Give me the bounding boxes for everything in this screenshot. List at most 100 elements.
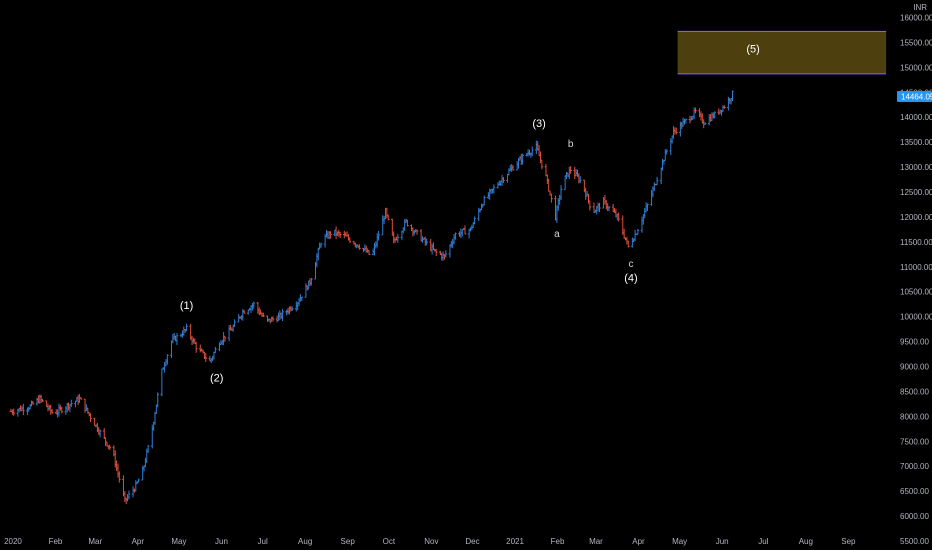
last-price-label: 14464.05 (901, 93, 932, 102)
price-bar (70, 399, 73, 408)
x-tick-label: Oct (383, 537, 396, 546)
price-bar (444, 250, 448, 258)
price-bar (665, 149, 668, 155)
price-bar (290, 306, 294, 311)
y-tick-label: 12000.00 (900, 213, 932, 222)
price-axis[interactable]: 16000.0015500.0015000.0014500.0014000.00… (900, 13, 932, 546)
price-bar (713, 111, 716, 119)
wave-label: b (568, 139, 574, 150)
price-bar (271, 316, 275, 322)
wave-label: (1) (180, 300, 193, 312)
price-bar (118, 471, 121, 483)
y-tick-label: 11500.00 (900, 238, 932, 247)
price-bar (406, 219, 409, 227)
price-bar (617, 212, 620, 222)
price-bar (559, 185, 563, 201)
y-tick-label: 10000.00 (900, 313, 932, 322)
x-tick-label: 2020 (4, 537, 22, 546)
price-bar (367, 250, 371, 255)
price-bar (262, 312, 265, 317)
x-tick-label: Feb (551, 537, 565, 546)
price-bar (252, 301, 256, 309)
price-bar (214, 346, 217, 354)
price-bar (204, 353, 208, 362)
price-bar (482, 195, 486, 206)
x-tick-label: Feb (49, 537, 63, 546)
y-tick-label: 14000.00 (900, 113, 932, 122)
y-tick-label: 10500.00 (900, 288, 932, 297)
x-tick-label: Nov (424, 537, 438, 546)
price-bar (694, 107, 697, 114)
price-bar (598, 202, 601, 213)
x-tick-label: May (672, 537, 687, 546)
y-tick-label: 13500.00 (900, 138, 932, 147)
x-tick-label: 2021 (506, 537, 524, 546)
price-bar (41, 399, 44, 402)
price-bar (12, 408, 16, 416)
price-bar (550, 193, 553, 203)
price-bar (492, 184, 496, 194)
wave-label: (5) (746, 43, 759, 55)
time-axis[interactable]: 2020 Feb Mar Apr May Jun Jul Aug Sep Oct Nov Dec 202… (4, 537, 856, 546)
price-bar (31, 400, 35, 405)
price-bar (146, 445, 150, 453)
x-tick-label: Apr (632, 537, 645, 546)
price-bar (434, 248, 438, 256)
price-bar (396, 233, 400, 243)
price-bar (463, 225, 467, 235)
price-bar (300, 296, 304, 302)
price-bar (540, 159, 544, 170)
y-tick-label: 16000.00 (900, 13, 932, 22)
y-tick-label: 13000.00 (900, 163, 932, 172)
price-bar (636, 228, 640, 235)
price-bar (319, 242, 323, 249)
y-tick-label: 8000.00 (900, 412, 929, 421)
price-bar (22, 403, 25, 416)
y-tick-label: 8500.00 (900, 387, 929, 396)
price-bar (175, 333, 179, 345)
wave-label: c (628, 259, 633, 270)
x-tick-label: Sep (841, 537, 856, 546)
price-bar (607, 206, 611, 212)
target-zone[interactable] (677, 30, 887, 75)
price-bar (684, 118, 688, 124)
x-tick-label: Mar (88, 537, 102, 546)
price-bars (9, 90, 734, 504)
price-bar (156, 392, 160, 408)
price-bar (674, 127, 678, 135)
x-tick-label: Mar (589, 537, 603, 546)
x-tick-label: Jun (716, 537, 729, 546)
y-tick-label: 15500.00 (900, 38, 932, 47)
y-tick-label: 7500.00 (900, 437, 929, 446)
price-bar (646, 203, 649, 212)
price-bar (578, 176, 582, 184)
y-tick-label: 7000.00 (900, 462, 929, 471)
price-bar (358, 244, 361, 250)
wave-label: (4) (624, 273, 637, 285)
price-bar (588, 200, 592, 211)
target-zone-box[interactable] (677, 31, 887, 74)
price-bar (166, 354, 169, 365)
price-bar (722, 105, 726, 109)
price-bar (160, 368, 164, 397)
price-bar (731, 90, 734, 102)
price-bar (521, 153, 524, 165)
y-tick-label: 5500.00 (900, 537, 929, 546)
price-bar (454, 232, 457, 240)
price-bar (348, 237, 352, 243)
price-bar (233, 319, 236, 327)
price-bar (98, 429, 102, 438)
x-tick-label: Dec (465, 537, 479, 546)
price-bar (425, 238, 428, 246)
price-bar (137, 478, 140, 483)
price-bar (338, 231, 342, 239)
price-bar (60, 406, 64, 414)
price-bar (626, 240, 630, 248)
price-bar (377, 231, 380, 241)
price-bar (703, 122, 707, 126)
price-bar (511, 165, 515, 171)
price-bar (89, 413, 92, 423)
y-tick-label: 6000.00 (900, 512, 929, 521)
x-tick-label: Jun (215, 537, 228, 546)
